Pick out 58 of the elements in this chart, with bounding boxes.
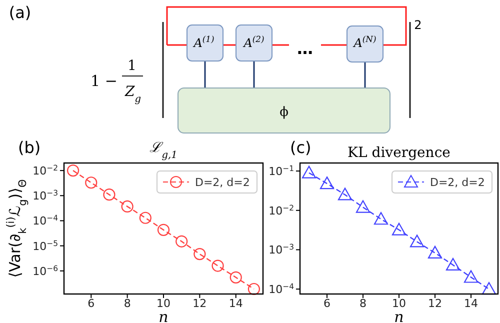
y-tick-label: 10$^{−3}$ bbox=[268, 242, 294, 257]
text: (c) bbox=[290, 138, 312, 157]
point bbox=[302, 166, 316, 178]
text: 1 − bbox=[90, 72, 118, 90]
point bbox=[428, 246, 442, 258]
y-tick-label: 10$^{−2}$ bbox=[32, 163, 58, 178]
point bbox=[176, 235, 188, 248]
y-tick-label: 10$^{−1}$ bbox=[268, 164, 294, 178]
point bbox=[338, 188, 352, 200]
chart-title: KL divergence bbox=[348, 145, 450, 161]
text: A$^{(1)}$ bbox=[192, 34, 214, 50]
text: (a) bbox=[8, 3, 32, 22]
x-axis-title: n bbox=[394, 308, 404, 323]
point bbox=[446, 258, 460, 271]
x-axis-title: n bbox=[158, 308, 168, 323]
x-tick-label: 12 bbox=[192, 297, 207, 310]
text: ϕ bbox=[280, 105, 289, 120]
point bbox=[85, 176, 98, 189]
point bbox=[374, 212, 388, 225]
point bbox=[103, 188, 116, 201]
point bbox=[248, 282, 260, 296]
text: A$^{(N)}$ bbox=[352, 34, 376, 50]
text: A$^{(2)}$ bbox=[242, 34, 264, 50]
y-tick-label: 10$^{−3}$ bbox=[32, 188, 58, 203]
point bbox=[194, 248, 206, 260]
x-tick-label: 6 bbox=[324, 297, 330, 310]
point bbox=[320, 176, 334, 190]
point bbox=[356, 200, 370, 213]
x-tick-label: 6 bbox=[88, 297, 95, 310]
point bbox=[464, 270, 478, 283]
text: 2 bbox=[414, 18, 422, 32]
y-tick-label: 10$^{−6}$ bbox=[32, 263, 58, 278]
point bbox=[212, 260, 224, 272]
point bbox=[392, 222, 406, 236]
x-tick-label: 8 bbox=[360, 297, 366, 310]
y-tick-label: 10$^{−4}$ bbox=[268, 282, 294, 296]
point bbox=[139, 212, 152, 224]
text: (b) bbox=[18, 138, 41, 157]
text: Z$_{g}$ bbox=[124, 84, 142, 104]
x-tick-label: 8 bbox=[124, 297, 131, 310]
x-tick-label: 10 bbox=[156, 297, 170, 310]
x-tick-label: 14 bbox=[464, 297, 478, 310]
x-tick-label: 12 bbox=[428, 297, 442, 310]
y-tick-label: 10$^{−5}$ bbox=[32, 238, 58, 253]
point bbox=[157, 224, 170, 236]
chart-title: ℒ$_{g,1}$ bbox=[150, 140, 178, 160]
y-tick-label: 10$^{−2}$ bbox=[268, 202, 294, 218]
y-tick-label: 10$^{−4}$ bbox=[32, 213, 58, 228]
legend-label: D=2, d=2 bbox=[195, 176, 250, 189]
x-tick-label: 14 bbox=[228, 297, 243, 310]
point bbox=[230, 271, 242, 284]
point bbox=[410, 234, 424, 248]
text: … bbox=[297, 39, 313, 58]
text: 1 bbox=[128, 58, 136, 74]
point bbox=[66, 164, 80, 177]
legend-label: D=2, d=2 bbox=[430, 176, 485, 189]
x-tick-label: 10 bbox=[392, 297, 406, 310]
point bbox=[121, 200, 134, 213]
